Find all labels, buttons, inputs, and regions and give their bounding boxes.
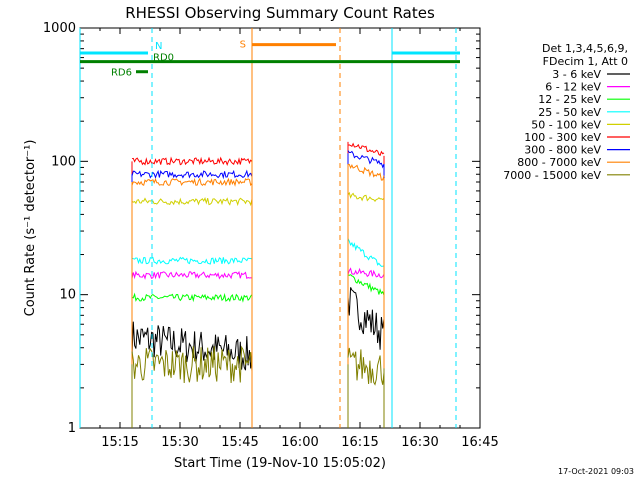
legend-entry: 50 - 100 keV — [531, 118, 601, 131]
flag-label: N — [155, 41, 162, 52]
series-layer — [131, 141, 385, 428]
x-axis-label: Start Time (19-Nov-10 15:05:02) — [174, 456, 386, 471]
legend: Det 1,3,4,5,6,9,FDecim 1, Att 03 - 6 keV… — [503, 42, 630, 182]
legend-entry: 12 - 25 keV — [538, 93, 601, 106]
y-tick-label: 1000 — [43, 21, 76, 36]
chart-title: RHESSI Observing Summary Count Rates — [125, 4, 435, 22]
y-tick-label: 1 — [68, 421, 76, 436]
series-line — [131, 270, 253, 280]
x-tick-label: 15:45 — [221, 435, 258, 450]
x-tick-label: 16:15 — [341, 435, 378, 450]
series-line — [347, 142, 385, 157]
x-tick-label: 16:00 — [281, 435, 318, 450]
series-line — [347, 191, 385, 203]
legend-entry: 800 - 7000 keV — [517, 156, 601, 169]
legend-header: Det 1,3,4,5,6,9, — [542, 42, 628, 55]
series-line — [131, 156, 253, 166]
series-line — [347, 347, 385, 386]
flag-layer: N S RD0 RD6 — [79, 28, 460, 428]
y-tick-label: 100 — [51, 154, 76, 169]
legend-entry: 7000 - 15000 keV — [503, 169, 601, 182]
series-line — [347, 274, 385, 296]
series-line — [347, 150, 385, 169]
x-tick-label: 16:45 — [461, 435, 498, 450]
x-tick-label: 16:30 — [401, 435, 438, 450]
series-line — [347, 238, 385, 267]
footer-timestamp: 17-Oct-2021 09:03 — [558, 467, 634, 476]
plot-area — [79, 27, 481, 429]
series-line — [131, 177, 253, 187]
series-line — [131, 321, 253, 371]
series-line — [131, 292, 253, 303]
legend-entry: 6 - 12 keV — [545, 81, 601, 94]
legend-entry: 100 - 300 keV — [524, 131, 601, 144]
y-tick-label: 10 — [59, 288, 76, 303]
legend-entry: 25 - 50 keV — [538, 106, 601, 119]
series-line — [131, 256, 253, 265]
flag-label: RD6 — [111, 68, 132, 79]
series-line — [347, 163, 385, 181]
legend-header: FDecim 1, Att 0 — [543, 55, 628, 68]
series-line — [131, 169, 253, 180]
axes: 15:15 15:30 15:45 16:00 16:15 16:30 16:45 1 10 10… — [43, 21, 499, 450]
legend-entry: 3 - 6 keV — [552, 68, 601, 81]
x-tick-label: 15:30 — [161, 435, 198, 450]
series-line — [131, 197, 253, 207]
y-axis-label: Count Rate (s⁻¹ detector⁻¹) — [23, 140, 38, 317]
series-line — [347, 287, 385, 350]
flag-label: S — [240, 40, 246, 51]
x-tick-label: 15:15 — [101, 435, 138, 450]
flag-label: RD0 — [153, 53, 174, 64]
legend-entry: 300 - 800 keV — [524, 144, 601, 157]
series-line — [347, 267, 385, 279]
